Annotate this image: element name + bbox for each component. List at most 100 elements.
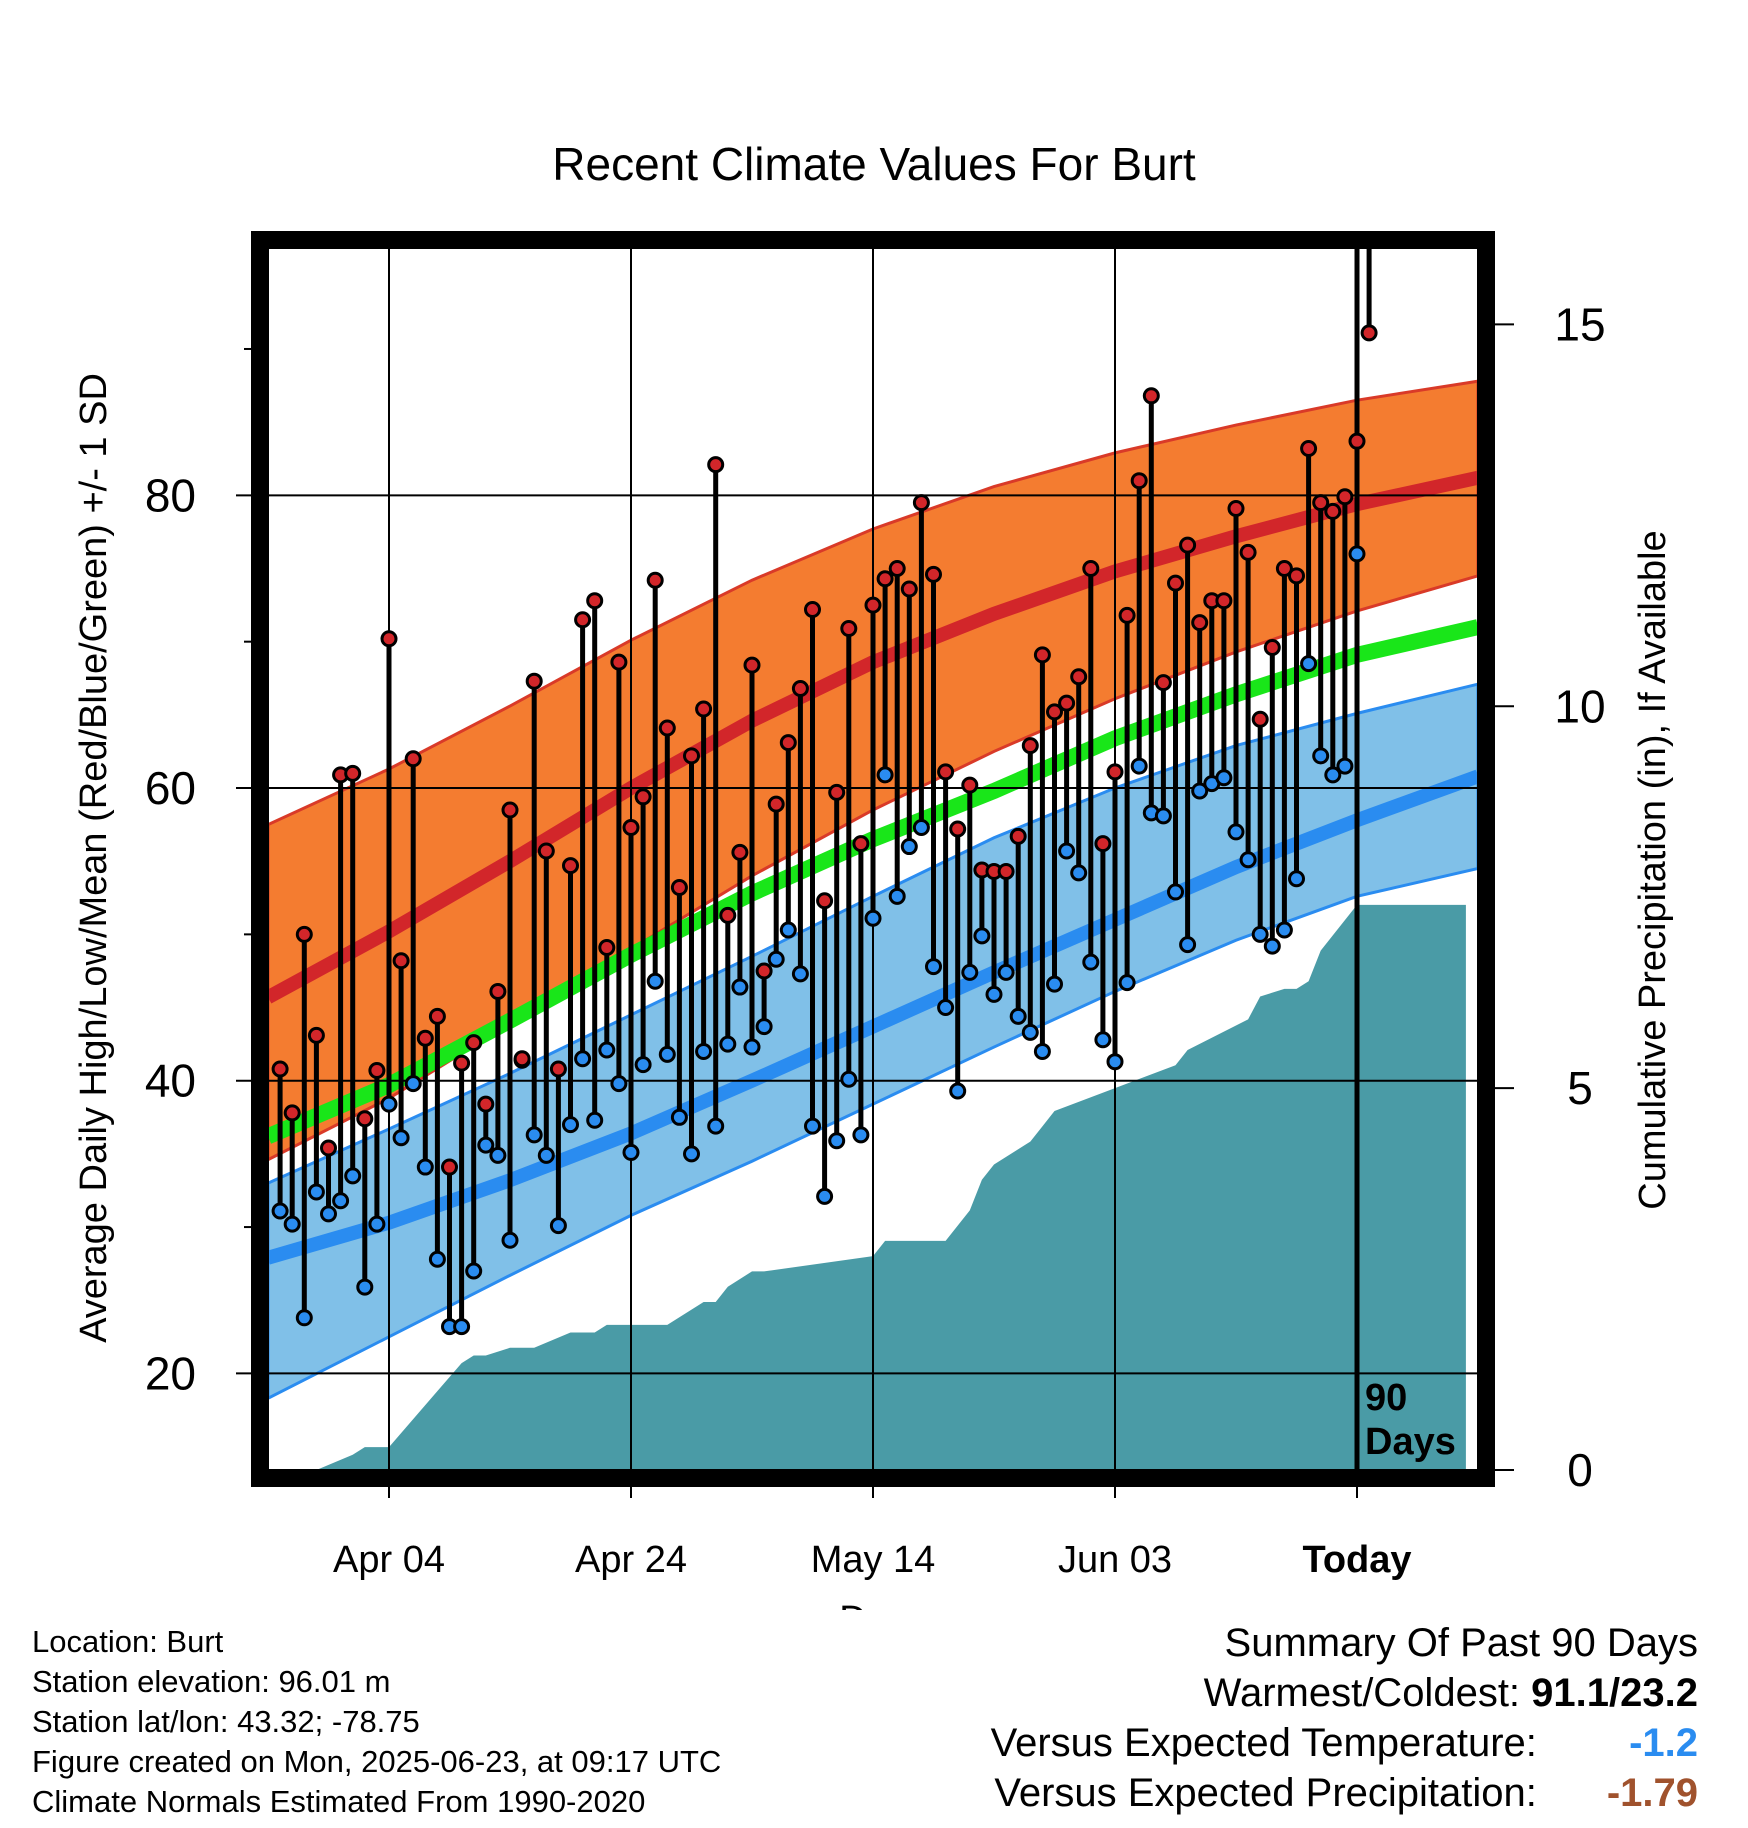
daily-low-point — [404, 1075, 422, 1093]
daily-high-point — [1215, 592, 1233, 610]
daily-low-point — [465, 1262, 483, 1280]
daily-low-point — [1058, 842, 1076, 860]
daily-high-point — [1275, 560, 1293, 578]
daily-low-point — [864, 909, 882, 927]
daily-high-point — [513, 1050, 531, 1068]
daily-low-point — [707, 1117, 725, 1135]
x-tick-label: May 14 — [811, 1539, 936, 1581]
daily-low-point — [320, 1205, 337, 1223]
daily-high-point — [1312, 494, 1330, 512]
daily-high-point — [876, 570, 894, 588]
y-left-axis-title: Average Daily High/Low/Mean (Red/Blue/Gr… — [73, 373, 115, 1343]
daily-low-point — [1275, 921, 1293, 939]
daily-low-point — [658, 1045, 676, 1063]
daily-low-point — [574, 1050, 592, 1068]
daily-high-point — [428, 1007, 446, 1025]
y-left-tick-label: 60 — [145, 762, 196, 814]
daily-low-point — [997, 963, 1015, 981]
daily-high-point — [549, 1060, 567, 1078]
daily-low-point — [271, 1202, 289, 1220]
created-text: Figure created on Mon, 2025-06-23, at 09… — [32, 1744, 722, 1779]
daily-low-point — [1033, 1042, 1051, 1060]
daily-high-point — [743, 656, 761, 674]
daily-high-point — [840, 620, 858, 638]
daily-high-point — [852, 835, 870, 853]
precip-departure-value: -1.79 — [1606, 1771, 1698, 1815]
daily-high-point — [537, 842, 555, 860]
daily-low-point — [1324, 766, 1342, 784]
daily-high-point — [961, 776, 979, 794]
daily-low-point — [332, 1192, 350, 1210]
daily-high-point — [453, 1054, 471, 1072]
daily-low-point — [1082, 953, 1100, 971]
temp-departure-value: -1.2 — [1629, 1721, 1698, 1765]
daily-low-point — [416, 1158, 434, 1176]
daily-low-point — [1239, 851, 1257, 869]
daily-low-point — [380, 1095, 398, 1113]
daily-low-point — [392, 1129, 410, 1147]
summary-heading: Summary Of Past 90 Days — [1224, 1621, 1698, 1665]
daily-high-point — [586, 592, 604, 610]
daily-high-point — [900, 580, 918, 598]
warmest-coldest-label: Warmest/Coldest: — [1203, 1671, 1521, 1715]
daily-low-point — [1118, 974, 1136, 992]
y-right-tick-label: 10 — [1554, 680, 1605, 732]
temp-departure-row: Versus Expected Temperature: -1.2 — [991, 1718, 1698, 1768]
daily-low-point — [985, 985, 1003, 1003]
daily-low-point — [344, 1167, 362, 1185]
daily-high-point — [1288, 567, 1305, 585]
daily-low-point — [755, 1018, 773, 1036]
daily-high-point — [1021, 737, 1039, 755]
daily-high-point — [670, 879, 688, 897]
y-right-tick-label: 15 — [1554, 298, 1605, 350]
daily-low-point — [912, 819, 930, 837]
daily-high-point — [695, 700, 713, 718]
daily-high-point — [1009, 827, 1027, 845]
daily-high-point — [1348, 432, 1366, 450]
location-text: Location: Burt — [32, 1624, 224, 1659]
today-marker-label: 90 — [1365, 1377, 1407, 1419]
daily-high-point — [416, 1029, 434, 1047]
daily-low-point — [537, 1146, 555, 1164]
elevation-text: Station elevation: 96.01 m — [32, 1664, 391, 1699]
daily-high-point — [719, 906, 737, 924]
daily-high-point — [1360, 324, 1378, 342]
daily-high-point — [804, 600, 821, 618]
daily-low-point — [852, 1126, 870, 1144]
daily-high-point — [1300, 439, 1318, 457]
daily-low-point — [779, 921, 797, 939]
daily-low-point — [791, 965, 809, 983]
daily-low-point — [961, 963, 979, 981]
daily-low-point — [1312, 747, 1330, 765]
daily-low-point — [307, 1183, 325, 1201]
daily-high-point — [574, 611, 592, 629]
daily-high-point — [562, 857, 579, 875]
daily-high-point — [1179, 536, 1197, 554]
daily-high-point — [888, 560, 906, 578]
today-marker-label: Days — [1365, 1421, 1456, 1463]
daily-high-point — [658, 719, 676, 737]
daily-high-point — [404, 750, 422, 768]
x-tick-label: Apr 04 — [333, 1539, 445, 1581]
daily-low-point — [1336, 757, 1354, 775]
daily-low-point — [1300, 655, 1318, 673]
summary-panel: Summary Of Past 90 Days Warmest/Coldest:… — [991, 1618, 1698, 1818]
daily-high-point — [1154, 674, 1172, 692]
daily-high-point — [634, 788, 652, 806]
daily-low-point — [767, 950, 785, 968]
daily-high-point — [1033, 646, 1051, 664]
daily-low-point — [489, 1146, 507, 1164]
daily-low-point — [622, 1143, 640, 1161]
daily-low-point — [562, 1116, 579, 1134]
daily-high-point — [489, 982, 507, 1000]
latlon-text: Station lat/lon: 43.32; -78.75 — [32, 1704, 420, 1739]
daily-high-point — [864, 596, 882, 614]
daily-low-point — [1215, 769, 1233, 787]
daily-high-point — [441, 1158, 458, 1176]
daily-high-point — [828, 783, 846, 801]
daily-high-point — [525, 672, 543, 690]
daily-high-point — [767, 795, 785, 813]
daily-low-point — [598, 1041, 616, 1059]
x-axis-title: Day — [839, 1599, 907, 1610]
daily-low-point — [1046, 975, 1063, 993]
